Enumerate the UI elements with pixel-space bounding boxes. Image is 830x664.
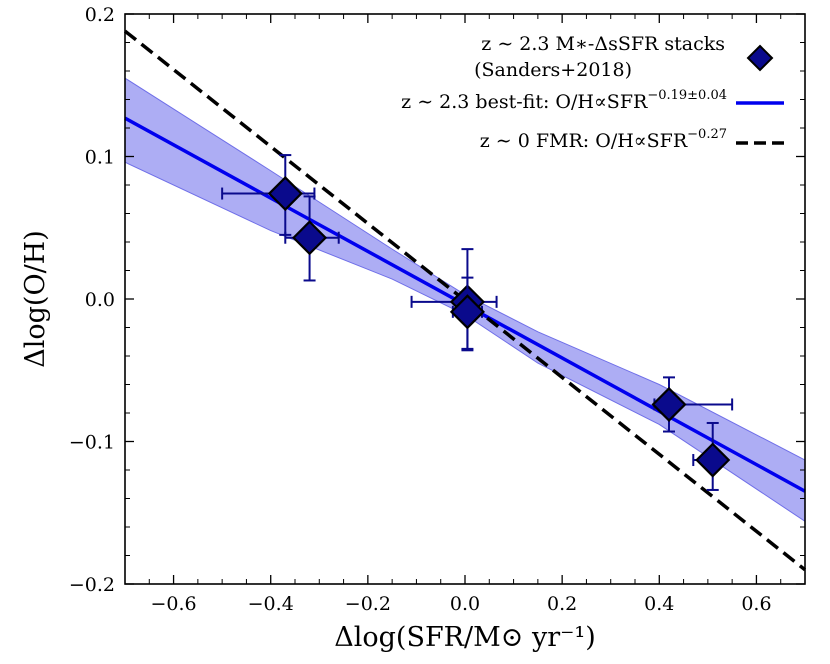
x-tick-label: −0.4 — [248, 593, 294, 615]
x-axis-title: Δlog(SFR/M⊙ yr⁻¹) — [334, 622, 595, 653]
legend-label-stacks-line1: z ∼ 2.3 M∗-ΔsSFR stacks — [481, 33, 725, 55]
legend: z ∼ 2.3 M∗-ΔsSFR stacks (Sanders+2018) z… — [401, 33, 784, 152]
diamond-marker — [267, 175, 303, 212]
x-tick-label: −0.2 — [345, 593, 391, 615]
legend-label-fmr: z ∼ 0 FMR: O/H∝SFR−0.27 — [480, 127, 727, 152]
legend-label-bestfit: z ∼ 2.3 best-fit: O/H∝SFR−0.19±0.04 — [401, 88, 727, 113]
x-tick-label: −0.6 — [151, 593, 197, 615]
legend-label-bestfit-text: z ∼ 2.3 best-fit: O/H∝SFR — [401, 91, 648, 113]
data-point-4 — [651, 376, 734, 433]
y-tick-label: −0.2 — [69, 574, 115, 596]
x-tick-label: 0.2 — [547, 593, 577, 615]
diamond-marker — [449, 294, 485, 330]
y-tick-label: 0.0 — [85, 289, 115, 311]
y-axis-title: Δlog(O/H) — [20, 230, 51, 368]
legend-label-fmr-exponent: −0.27 — [687, 127, 727, 142]
x-tick-label: 0.6 — [741, 593, 771, 615]
data-point-5 — [692, 421, 731, 491]
y-tick-label: 0.2 — [85, 4, 115, 26]
legend-label-stacks-line2: (Sanders+2018) — [474, 59, 632, 81]
data-point-1 — [284, 195, 340, 282]
diamond-marker — [695, 442, 731, 478]
legend-label-fmr-text: z ∼ 0 FMR: O/H∝SFR — [480, 130, 688, 152]
x-tick-label: 0.4 — [644, 593, 674, 615]
diamond-marker — [651, 386, 687, 423]
y-tick-label: 0.1 — [85, 147, 115, 169]
y-tick-label: −0.1 — [69, 432, 115, 454]
legend-label-bestfit-exponent: −0.19±0.04 — [647, 88, 727, 103]
diamond-marker — [292, 220, 328, 256]
data-point-3 — [449, 276, 485, 352]
x-tick-label: 0.0 — [450, 593, 480, 615]
legend-marker-diamond — [746, 44, 774, 72]
